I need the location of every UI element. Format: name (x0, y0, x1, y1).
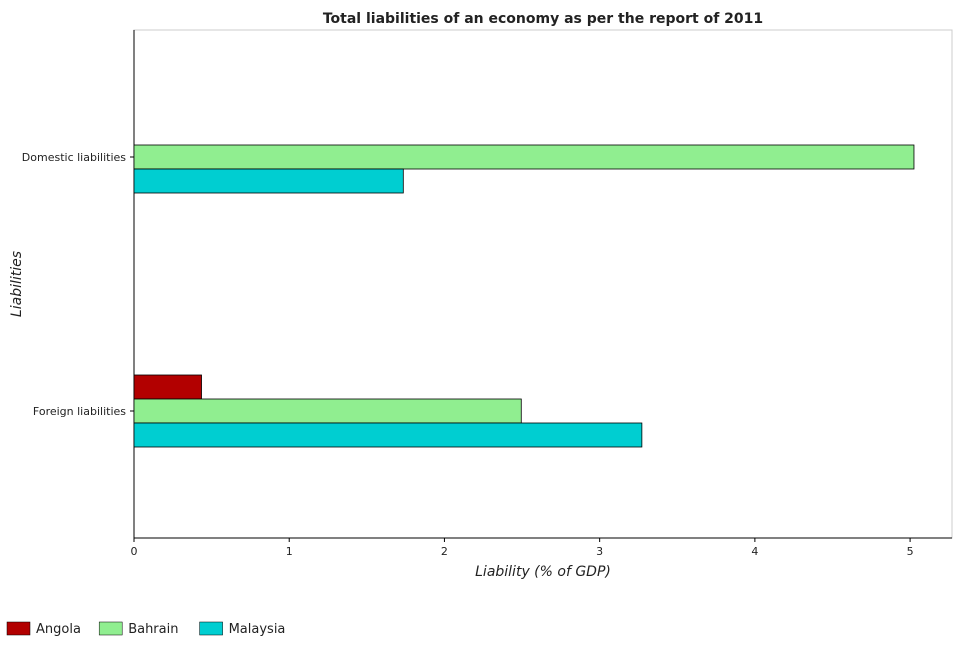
x-tick-label: 2 (441, 545, 448, 558)
bar-bahrain-0 (133, 144, 915, 170)
legend-swatch-bahrain (98, 621, 123, 636)
y-ticks: Domestic liabilities Foreign liabilities (22, 151, 134, 418)
bar-malaysia-1 (133, 422, 643, 448)
x-ticks: 0 1 2 3 4 5 (131, 538, 914, 558)
y-tick-label: Foreign liabilities (33, 405, 126, 418)
y-axis-label: Liabilities (9, 251, 25, 317)
x-tick-label: 4 (751, 545, 758, 558)
legend-swatch-malaysia (199, 621, 223, 636)
bar-malaysia-0 (133, 168, 404, 194)
legend-swatch-angola (6, 621, 31, 636)
y-tick-label: Domestic liabilities (22, 151, 126, 164)
legend-label-angola: Angola (36, 622, 81, 637)
x-tick-label: 1 (286, 545, 293, 558)
bars (133, 144, 915, 448)
legend: Angola Bahrain Malaysia (6, 621, 286, 637)
legend-label-malaysia: Malaysia (229, 622, 286, 637)
bar-bahrain-1 (133, 398, 522, 424)
x-tick-label: 3 (596, 545, 603, 558)
x-axis-label: Liability (% of GDP) (475, 564, 611, 580)
legend-label-bahrain: Bahrain (128, 622, 178, 637)
plot-frame (133, 29, 953, 539)
x-tick-label: 5 (907, 545, 914, 558)
x-tick-label: 0 (131, 545, 138, 558)
bar-angola-1 (133, 374, 202, 400)
chart-title: Total liabilities of an economy as per t… (323, 11, 763, 27)
